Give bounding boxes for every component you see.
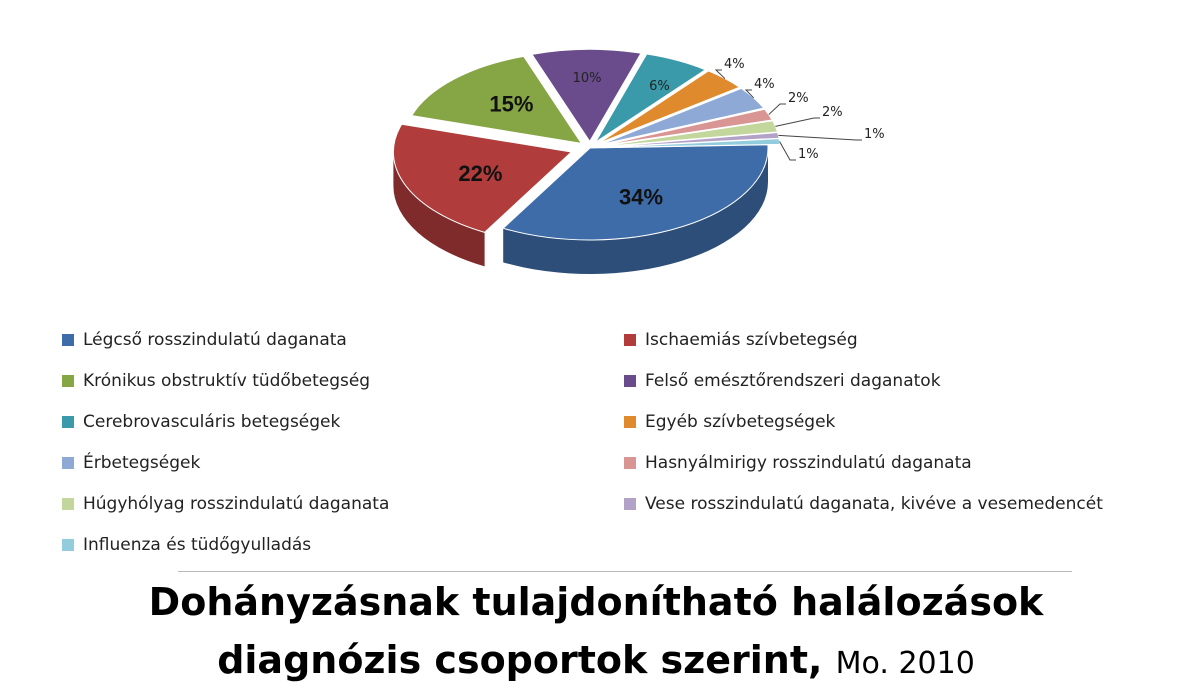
legend-swatch — [624, 416, 636, 428]
legend-item: Egyéb szívbetegségek — [624, 412, 835, 432]
pie-slice-label: 1% — [798, 147, 819, 162]
pie-slice-label: 34% — [619, 185, 663, 210]
pie-slice-label: 6% — [649, 79, 670, 94]
legend-label: Influenza és tüdőgyulladás — [83, 535, 312, 555]
legend-label: Cerebrovasculáris betegségek — [83, 412, 341, 432]
pie-slice-label: 15% — [489, 92, 533, 117]
legend-item: Felső emésztőrendszeri daganatok — [624, 371, 941, 391]
leader-line — [744, 89, 755, 99]
pie-slice — [531, 48, 642, 143]
leader-line — [779, 141, 796, 161]
pie-slice-label: 2% — [822, 105, 843, 120]
pie-slice-label: 1% — [864, 127, 885, 142]
legend-swatch — [62, 457, 74, 469]
legend-swatch — [624, 334, 636, 346]
pie-slice — [595, 53, 707, 143]
legend-swatch — [624, 375, 636, 387]
legend-item: Érbetegségek — [62, 453, 200, 473]
legend-label: Hasnyálmirigy rosszindulatú daganata — [645, 453, 972, 473]
leader-line — [714, 69, 726, 79]
pie-slice-label: 2% — [788, 91, 809, 106]
legend-label: Érbetegségek — [83, 453, 201, 473]
legend-label: Vese rosszindulatú daganata, kivéve a ve… — [645, 494, 1103, 514]
pie-slice — [601, 138, 781, 149]
legend-item: Hasnyálmirigy rosszindulatú daganata — [624, 453, 972, 473]
pie-slice — [410, 55, 583, 145]
pie-chart: 34% 22% 15% 10% 6% 4% 4% 2% 2% 1% 1% — [392, 48, 885, 274]
legend-label: Légcső rosszindulatú daganata — [83, 330, 347, 350]
legend-item: Ischaemiás szívbetegség — [624, 330, 858, 350]
legend-swatch — [62, 539, 74, 551]
leader-line — [775, 117, 820, 127]
leader-line — [768, 103, 786, 115]
legend-swatch — [62, 416, 74, 428]
pie-slice — [392, 123, 573, 233]
legend-label: Húgyhólyag rosszindulatú daganata — [83, 494, 390, 514]
pie-slice — [598, 70, 741, 144]
legend-label: Felső emésztőrendszeri daganatok — [645, 371, 941, 391]
legend-swatch — [624, 457, 636, 469]
chart-title-line2: diagnózis csoportok szerint, Mo. 2010 — [0, 638, 1192, 682]
divider — [178, 571, 1072, 572]
legend-item: Krónikus obstruktív tüdőbetegség — [62, 371, 370, 391]
pie-slice-label: 4% — [754, 77, 775, 92]
legend-swatch — [624, 498, 636, 510]
chart-title-text: Dohányzásnak tulajdonítható halálozások — [148, 580, 1044, 624]
legend-swatch — [62, 334, 74, 346]
pie-slice-side — [393, 152, 485, 267]
pie-slice-label: 22% — [458, 161, 502, 186]
legend-swatch — [62, 498, 74, 510]
legend-label: Krónikus obstruktív tüdőbetegség — [83, 371, 371, 391]
leader-line — [778, 134, 862, 141]
legend-item: Húgyhólyag rosszindulatú daganata — [62, 494, 389, 514]
chart-title-line2-text: diagnózis csoportok szerint, — [217, 638, 823, 682]
legend-label: Ischaemiás szívbetegség — [645, 330, 858, 350]
legend-item: Légcső rosszindulatú daganata — [62, 330, 347, 350]
legend-label: Egyéb szívbetegségek — [645, 412, 836, 432]
legend-item: Cerebrovasculáris betegségek — [62, 412, 340, 432]
legend-item: Influenza és tüdőgyulladás — [62, 535, 311, 555]
pie-slice — [601, 108, 773, 147]
pie-slice-side — [503, 148, 768, 274]
legend-swatch — [62, 375, 74, 387]
pie-slice — [502, 144, 769, 241]
pie-slice-label: 10% — [573, 71, 602, 86]
pie-slice-label: 4% — [724, 57, 745, 72]
chart-subtitle: Mo. 2010 — [835, 646, 975, 681]
pie-slice — [600, 87, 765, 146]
pie-slice — [601, 120, 779, 148]
legend-item: Vese rosszindulatú daganata, kivéve a ve… — [624, 494, 1103, 514]
chart-title: Dohányzásnak tulajdonítható halálozások — [0, 580, 1192, 624]
